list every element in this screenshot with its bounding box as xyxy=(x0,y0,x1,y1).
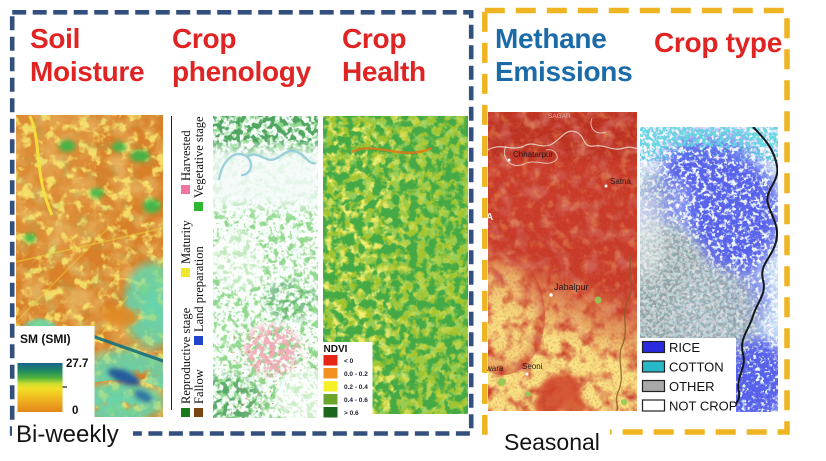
svg-text:< 0: < 0 xyxy=(344,358,354,365)
svg-text:> 0.6: > 0.6 xyxy=(344,410,359,417)
svg-text:0.0 - 0.2: 0.0 - 0.2 xyxy=(344,371,368,378)
svg-text:Fallow: Fallow xyxy=(192,369,206,404)
svg-text:NOT CROP: NOT CROP xyxy=(669,399,737,414)
svg-text:0: 0 xyxy=(72,405,78,417)
svg-text:Harvested: Harvested xyxy=(179,130,193,181)
svg-text:A: A xyxy=(486,212,493,223)
svg-text:Vegetative stage: Vegetative stage xyxy=(192,116,206,198)
svg-text:Jabalpur: Jabalpur xyxy=(554,282,589,292)
svg-text:SM (SMI): SM (SMI) xyxy=(20,332,71,346)
svg-text:r: r xyxy=(486,224,489,233)
svg-text:Seoni: Seoni xyxy=(522,362,543,371)
svg-text:Chhatarpur: Chhatarpur xyxy=(513,150,553,159)
svg-text:0.4 - 0.6: 0.4 - 0.6 xyxy=(344,397,368,404)
svg-text:NDVI: NDVI xyxy=(324,344,348,355)
svg-text:COTTON: COTTON xyxy=(669,360,724,375)
svg-text:0.2 - 0.4: 0.2 - 0.4 xyxy=(344,384,368,391)
svg-text:Land preparation: Land preparation xyxy=(192,246,206,332)
svg-text:OTHER: OTHER xyxy=(669,379,715,394)
svg-text:Maturity: Maturity xyxy=(179,220,193,264)
svg-text:SAGAR: SAGAR xyxy=(548,113,571,120)
svg-text:Reproductive stage: Reproductive stage xyxy=(179,307,193,404)
svg-text:wara: wara xyxy=(485,364,504,373)
svg-text:Satna: Satna xyxy=(610,177,631,186)
svg-text:27.7: 27.7 xyxy=(66,358,88,370)
svg-text:RICE: RICE xyxy=(669,340,700,355)
